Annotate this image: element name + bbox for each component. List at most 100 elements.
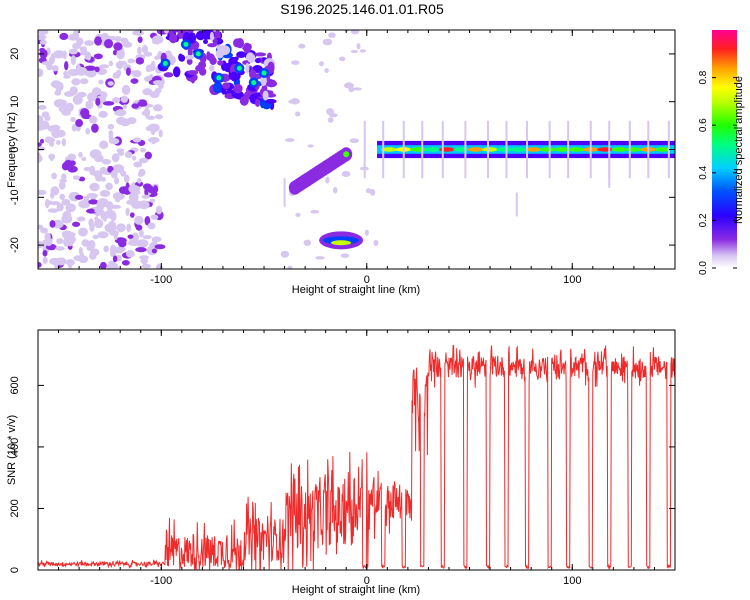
snr-marks [38,345,675,570]
noise-speckle [81,113,92,120]
noise-speckle [81,156,87,162]
noise-speckle [67,165,78,173]
chart-title: S196.2025.146.01.01.R05 [280,1,444,17]
colorbar-tick-label: 0.0 [698,261,709,275]
noise-speckle [328,113,338,118]
noise-speckle [72,94,83,105]
noise-speckle [94,218,104,229]
noise-speckle [112,97,121,103]
cluster-speck [254,58,261,64]
noise-speckle [53,98,66,108]
noise-speckle [72,30,80,40]
noise-speckle [150,60,156,71]
noise-speckle [94,66,100,73]
noise-speckle [38,262,42,268]
noise-speckle [324,68,329,73]
snr-plot-area [38,330,675,570]
noise-speckle [50,201,61,206]
noise-speckle [104,223,117,233]
noise-speckle [154,114,163,120]
noise-speckle [42,249,48,257]
noise-speckle [315,256,325,260]
noise-speckle [328,32,336,39]
cluster-speck [265,80,278,88]
cluster-speck [265,98,277,104]
noise-speckle [153,185,159,193]
noise-speckle [132,30,145,36]
noise-speckle [100,176,106,182]
x-tick-label: -100 [150,274,172,286]
noise-speckle [153,104,163,112]
noise-speckle [318,61,324,67]
cluster-core [195,51,201,57]
noise-speckle [58,181,66,190]
cluster-speck [236,51,247,59]
noise-speckle [135,57,145,65]
noise-speckle [365,188,372,194]
noise-speckle [136,239,149,248]
cluster-speck [267,61,275,74]
noise-speckle [150,127,156,136]
noise-speckle [102,101,115,106]
noise-speckle [44,115,51,121]
noise-speckle [56,238,64,245]
noise-speckle [128,184,141,194]
dominant-tone-peak [539,147,556,152]
noise-speckle [359,49,366,53]
noise-speckle [88,199,99,205]
noise-speckle [38,146,46,151]
noise-speckle [38,224,44,230]
noise-speckle [94,36,103,46]
noise-speckle [89,149,102,159]
noise-speckle [130,78,139,84]
noise-speckle [81,239,90,247]
noise-speckle [280,250,290,258]
noise-speckle [116,49,125,60]
noise-speckle [98,79,104,85]
noise-speckle [114,195,121,203]
dominant-tone-peak [467,147,484,152]
noise-speckle [356,43,361,50]
cluster-core [216,75,222,81]
noise-speckle [107,81,114,86]
noise-speckle [104,38,114,49]
cluster-speck [242,46,251,51]
noise-speckle [69,86,78,96]
noise-speckle [61,198,71,206]
noise-speckle [134,215,144,225]
noise-speckle [38,34,47,41]
noise-speckle [343,82,354,89]
cluster-core [261,70,267,76]
noise-speckle [149,91,160,99]
dominant-tone-peak [597,147,614,152]
cluster-speck [168,33,178,44]
noise-speckle [78,227,88,237]
noise-speckle [59,193,66,201]
noise-speckle [39,47,46,53]
noise-speckle [146,115,156,120]
noise-speckle [70,117,76,122]
noise-speckle [38,142,42,147]
noise-speckle [40,227,49,234]
cluster-speck [170,17,176,26]
noise-speckle [75,119,84,127]
cluster-speck [178,53,183,61]
noise-speckle [136,177,142,184]
noise-speckle [47,208,59,213]
noise-speckle [59,32,69,41]
noise-speckle [84,40,95,46]
x-tick-label: 100 [563,274,581,286]
dominant-tone-peak [553,147,570,152]
dominant-tone-peak [510,147,527,152]
x-tick-label: -100 [150,575,172,587]
noise-speckle [61,138,67,147]
noise-speckle [137,100,148,107]
noise-speckle [99,140,109,150]
noise-speckle [64,60,69,71]
noise-speckle [41,61,53,66]
noise-speckle [353,87,362,91]
noise-speckle [98,110,108,118]
cluster-speck [262,90,269,101]
y-tick-label: 0 [9,146,21,152]
dominant-tone-peak [424,147,441,152]
